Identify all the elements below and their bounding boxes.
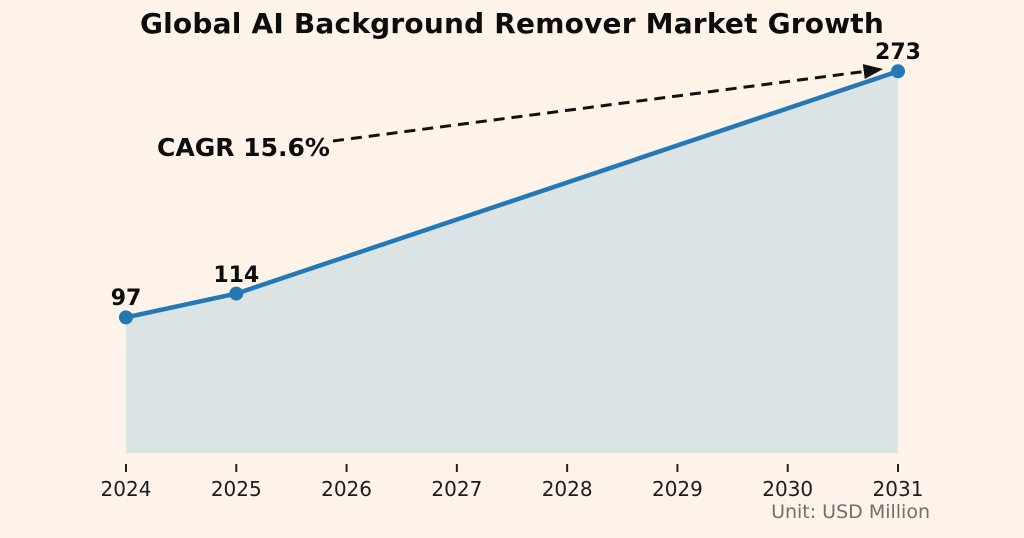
data-point-markers (119, 64, 905, 325)
x-tick-label-2028: 2028 (541, 477, 593, 501)
data-point-2025 (229, 286, 244, 301)
x-tick-label-2030: 2030 (762, 477, 814, 501)
area-fill (126, 71, 898, 454)
cagr-annotation: CAGR 15.6% (157, 133, 330, 162)
unit-note: Unit: USD Million (771, 501, 930, 523)
value-label-2024: 97 (110, 286, 142, 312)
cagr-arrow-line (332, 64, 884, 143)
x-tick-label-2027: 2027 (431, 477, 483, 501)
x-tick-label-2024: 2024 (100, 477, 152, 501)
chart-title: Global AI Background Remover Market Grow… (139, 7, 885, 40)
value-label-2031: 273 (875, 40, 921, 66)
x-tick-label-2031: 2031 (872, 477, 924, 501)
data-point-2031 (891, 64, 905, 79)
x-tick-label-2025: 2025 (210, 477, 262, 501)
data-point-2024 (119, 310, 133, 325)
value-label-2025: 114 (213, 262, 260, 288)
x-tick-label-2029: 2029 (651, 477, 703, 501)
x-tick-label-2026: 2026 (321, 477, 373, 501)
x-axis-ticks (125, 464, 899, 472)
